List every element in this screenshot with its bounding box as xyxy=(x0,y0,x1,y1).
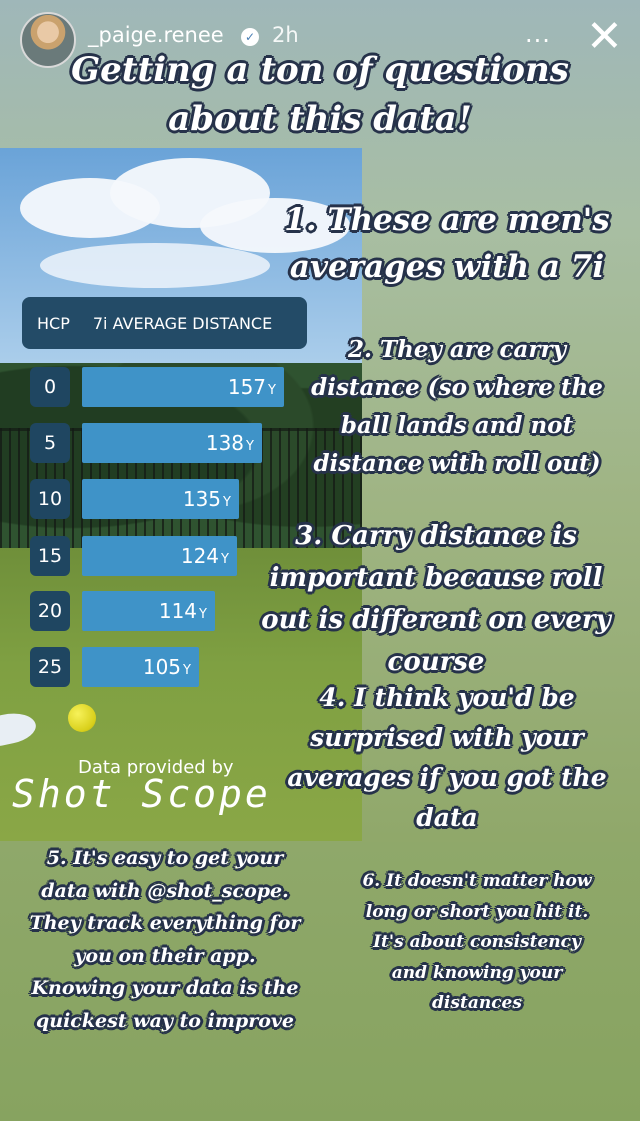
col-hcp: HCP xyxy=(37,313,70,333)
point-1: 1. These are men's averages with a 7i xyxy=(284,202,610,285)
point-3: 3. Carry distance is important because r… xyxy=(261,521,611,677)
hcp-cell: 5 xyxy=(30,423,70,463)
distance-bar: 138 Y xyxy=(82,423,262,463)
avatar[interactable] xyxy=(20,12,76,68)
distance-bar: 114 Y xyxy=(82,591,215,631)
hcp-cell: 15 xyxy=(30,536,70,576)
story-title: Getting a ton of questions about this da… xyxy=(71,50,569,139)
username[interactable]: _paige.renee xyxy=(88,23,224,47)
distance-value: 114 xyxy=(158,599,198,623)
point-2: 2. They are carry distance (so where the… xyxy=(311,336,603,477)
hcp-cell: 0 xyxy=(30,367,70,407)
distance-bar: 135 Y xyxy=(82,479,239,519)
unit: Y xyxy=(199,606,207,622)
unit: Y xyxy=(183,662,191,678)
distance-value: 138 xyxy=(205,431,245,455)
distance-value: 135 xyxy=(182,487,222,511)
hcp-cell: 25 xyxy=(30,647,70,687)
table-header: HCP 7i AVERAGE DISTANCE xyxy=(22,297,307,349)
more-options-icon[interactable]: ... xyxy=(525,20,551,48)
point-6: 6. It doesn't matter how long or short y… xyxy=(362,871,592,1013)
col-distance: 7i AVERAGE DISTANCE xyxy=(92,313,273,333)
point-4: 4. I think you'd be surprised with your … xyxy=(287,683,607,832)
hcp-cell: 20 xyxy=(30,591,70,631)
verified-icon: ✓ xyxy=(241,28,259,46)
distance-bar: 124 Y xyxy=(82,536,237,576)
distance-value: 157 xyxy=(227,375,267,399)
shot-scope-logo: Shot Scope xyxy=(12,772,271,816)
unit: Y xyxy=(221,551,229,567)
point-5: 5. It's easy to get your data with @shot… xyxy=(29,847,301,1032)
timestamp: 2h xyxy=(272,23,299,47)
unit: Y xyxy=(246,438,254,454)
unit: Y xyxy=(268,382,276,398)
distance-value: 124 xyxy=(180,544,220,568)
unit: Y xyxy=(223,494,231,510)
distance-bar: 157 Y xyxy=(82,367,284,407)
close-icon[interactable]: ✕ xyxy=(586,11,623,62)
hcp-cell: 10 xyxy=(30,479,70,519)
distance-value: 105 xyxy=(142,655,182,679)
golf-ball xyxy=(68,704,96,732)
distance-bar: 105 Y xyxy=(82,647,199,687)
data-credit: Data provided by xyxy=(78,757,234,778)
green-background xyxy=(0,842,640,1121)
